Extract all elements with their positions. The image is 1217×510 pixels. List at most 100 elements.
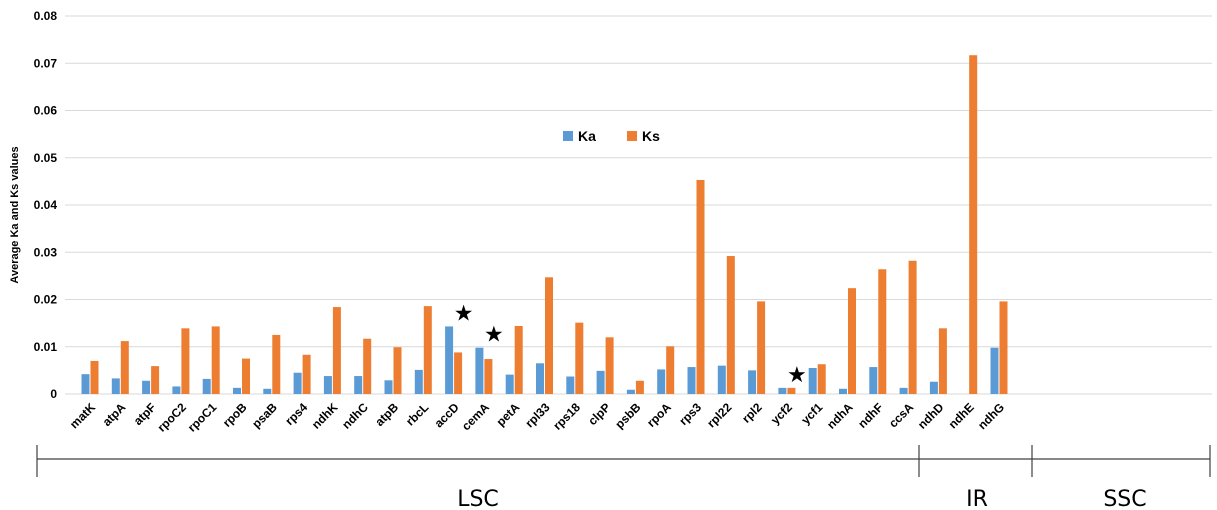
x-tick-label-ndhG: ndhG	[975, 400, 1007, 432]
x-tick-label-rpl33: rpl33	[522, 400, 552, 430]
y-tick-label: 0.08	[34, 9, 58, 23]
x-tick-label-psaB: psaB	[249, 400, 280, 431]
y-tick-label: 0.06	[34, 104, 58, 118]
y-axis-title: Average Ka and Ks values	[9, 146, 21, 283]
bar-ks-atpF	[151, 366, 160, 394]
y-tick-label: 0.03	[34, 245, 58, 259]
region-label-ir: IR	[966, 487, 988, 510]
star-marker-cemA: ★	[484, 323, 504, 348]
x-tick-label-rps3: rps3	[676, 400, 704, 428]
bar-ks-rpoB	[242, 358, 250, 394]
bar-ka-atpA	[111, 378, 120, 394]
bar-ka-ndhK	[323, 376, 332, 394]
x-tick-label-cemA: cemA	[459, 400, 492, 433]
bar-ka-matK	[81, 374, 90, 394]
bar-ks-ycf2	[787, 387, 796, 394]
bar-ks-ccsA	[908, 260, 917, 394]
bar-ks-cemA	[484, 359, 493, 394]
bar-ka-atpF	[142, 380, 151, 394]
bar-ka-rpl33	[536, 363, 544, 394]
bar-ks-rpl22	[726, 256, 735, 394]
x-tick-label-ycf2: ycf2	[768, 400, 795, 427]
bar-ks-petA	[514, 325, 523, 394]
bar-ka-rpoC1	[202, 378, 211, 394]
bar-ka-ccsA	[899, 387, 908, 394]
x-tick-label-ndhA: ndhA	[824, 400, 856, 432]
bar-ks-rpl33	[545, 277, 553, 394]
x-tick-label-ndhD: ndhD	[915, 400, 947, 432]
bar-ka-petA	[505, 374, 514, 394]
bar-ks-rps18	[575, 322, 584, 394]
x-tick-label-rps4: rps4	[282, 400, 310, 428]
y-tick-label: 0.01	[34, 340, 58, 354]
x-tick-label-rpoC2: rpoC2	[155, 400, 190, 435]
bar-ks-ndhC	[363, 338, 372, 394]
bar-ka-cemA	[475, 347, 484, 394]
bar-ks-clpP	[605, 337, 614, 394]
bar-ks-matK	[90, 360, 99, 394]
bar-ka-rpoC2	[172, 386, 181, 394]
star-marker-accD: ★	[454, 301, 474, 326]
bar-ks-rpl2	[757, 301, 766, 394]
bar-ka-rps18	[566, 376, 575, 394]
region-label-ssc: SSC	[1103, 487, 1146, 510]
bar-ks-ndhA	[848, 288, 856, 394]
x-tick-label-rpoA: rpoA	[644, 400, 674, 430]
legend-label-ka: Ka	[578, 128, 596, 144]
legend-swatch-ka	[563, 131, 573, 141]
x-tick-label-matK: matK	[67, 400, 98, 431]
bar-ks-ndhK	[332, 307, 341, 394]
x-tick-label-petA: petA	[494, 400, 523, 429]
x-tick-label-ndhC: ndhC	[339, 400, 371, 432]
bar-ka-ndhA	[839, 388, 847, 394]
bar-ka-rps4	[293, 372, 302, 394]
x-tick-label-rpoC1: rpoC1	[185, 400, 220, 435]
x-tick-label-ccsA: ccsA	[886, 400, 916, 430]
bar-ks-psbB	[635, 380, 644, 394]
legend-label-ks: Ks	[642, 128, 660, 144]
bar-ka-psbB	[626, 389, 635, 394]
bar-ks-rpoC2	[181, 328, 190, 394]
bar-ks-ndhF	[878, 269, 887, 394]
bar-ka-clpP	[596, 370, 605, 394]
y-tick-label: 0.05	[34, 151, 58, 165]
x-tick-label-rpoB: rpoB	[220, 400, 250, 430]
bar-ks-psaB	[272, 334, 281, 394]
bar-ks-rps4	[302, 354, 311, 394]
bar-ka-ycf2	[778, 387, 787, 394]
bar-ks-rpoA	[666, 346, 675, 394]
y-tick-label: 0.02	[34, 293, 58, 307]
x-tick-label-ycf1: ycf1	[798, 400, 825, 427]
bar-ks-ndhD	[938, 328, 947, 394]
bar-ks-rps3	[696, 179, 705, 394]
bar-ka-rbcL	[414, 369, 423, 394]
bar-ka-ndhC	[354, 376, 363, 394]
legend-swatch-ks	[627, 131, 637, 141]
x-tick-label-rpl22: rpl22	[704, 400, 734, 430]
x-tick-label-ndhF: ndhF	[855, 400, 886, 431]
y-tick-label: 0.07	[34, 56, 58, 70]
bar-ks-atpA	[120, 341, 129, 394]
bar-ka-accD	[445, 326, 454, 394]
bar-ka-rpoA	[657, 369, 666, 394]
region-label-lsc: LSC	[457, 487, 499, 510]
bar-ka-ndhF	[869, 367, 878, 394]
x-tick-label-atpB: atpB	[372, 400, 401, 429]
bar-ks-atpB	[393, 347, 402, 394]
bar-ka-rpl2	[748, 370, 757, 394]
bar-ka-ndhD	[929, 381, 938, 394]
x-tick-label-rps18: rps18	[550, 400, 583, 433]
x-tick-label-ndhK: ndhK	[309, 400, 341, 432]
y-tick-label: 0	[50, 387, 57, 401]
x-tick-label-accD: accD	[432, 400, 462, 430]
x-tick-label-clpP: clpP	[585, 400, 613, 428]
bar-ka-rpoB	[233, 387, 241, 394]
bar-ks-rbcL	[423, 306, 432, 394]
bar-ks-ycf1	[817, 364, 826, 394]
x-tick-label-atpA: atpA	[100, 400, 129, 429]
bar-ka-ycf1	[808, 368, 817, 394]
x-tick-label-ndhE: ndhE	[946, 400, 977, 431]
bar-ks-ndhE	[969, 55, 978, 394]
